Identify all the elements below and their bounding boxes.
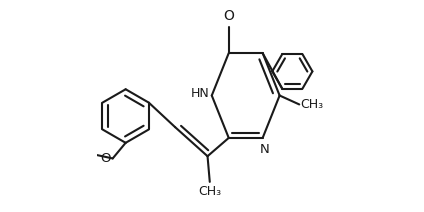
Text: HN: HN — [190, 87, 209, 100]
Text: CH₃: CH₃ — [198, 185, 221, 198]
Text: N: N — [259, 143, 269, 156]
Text: O: O — [100, 152, 111, 165]
Text: O: O — [223, 9, 234, 24]
Text: CH₃: CH₃ — [300, 98, 324, 111]
